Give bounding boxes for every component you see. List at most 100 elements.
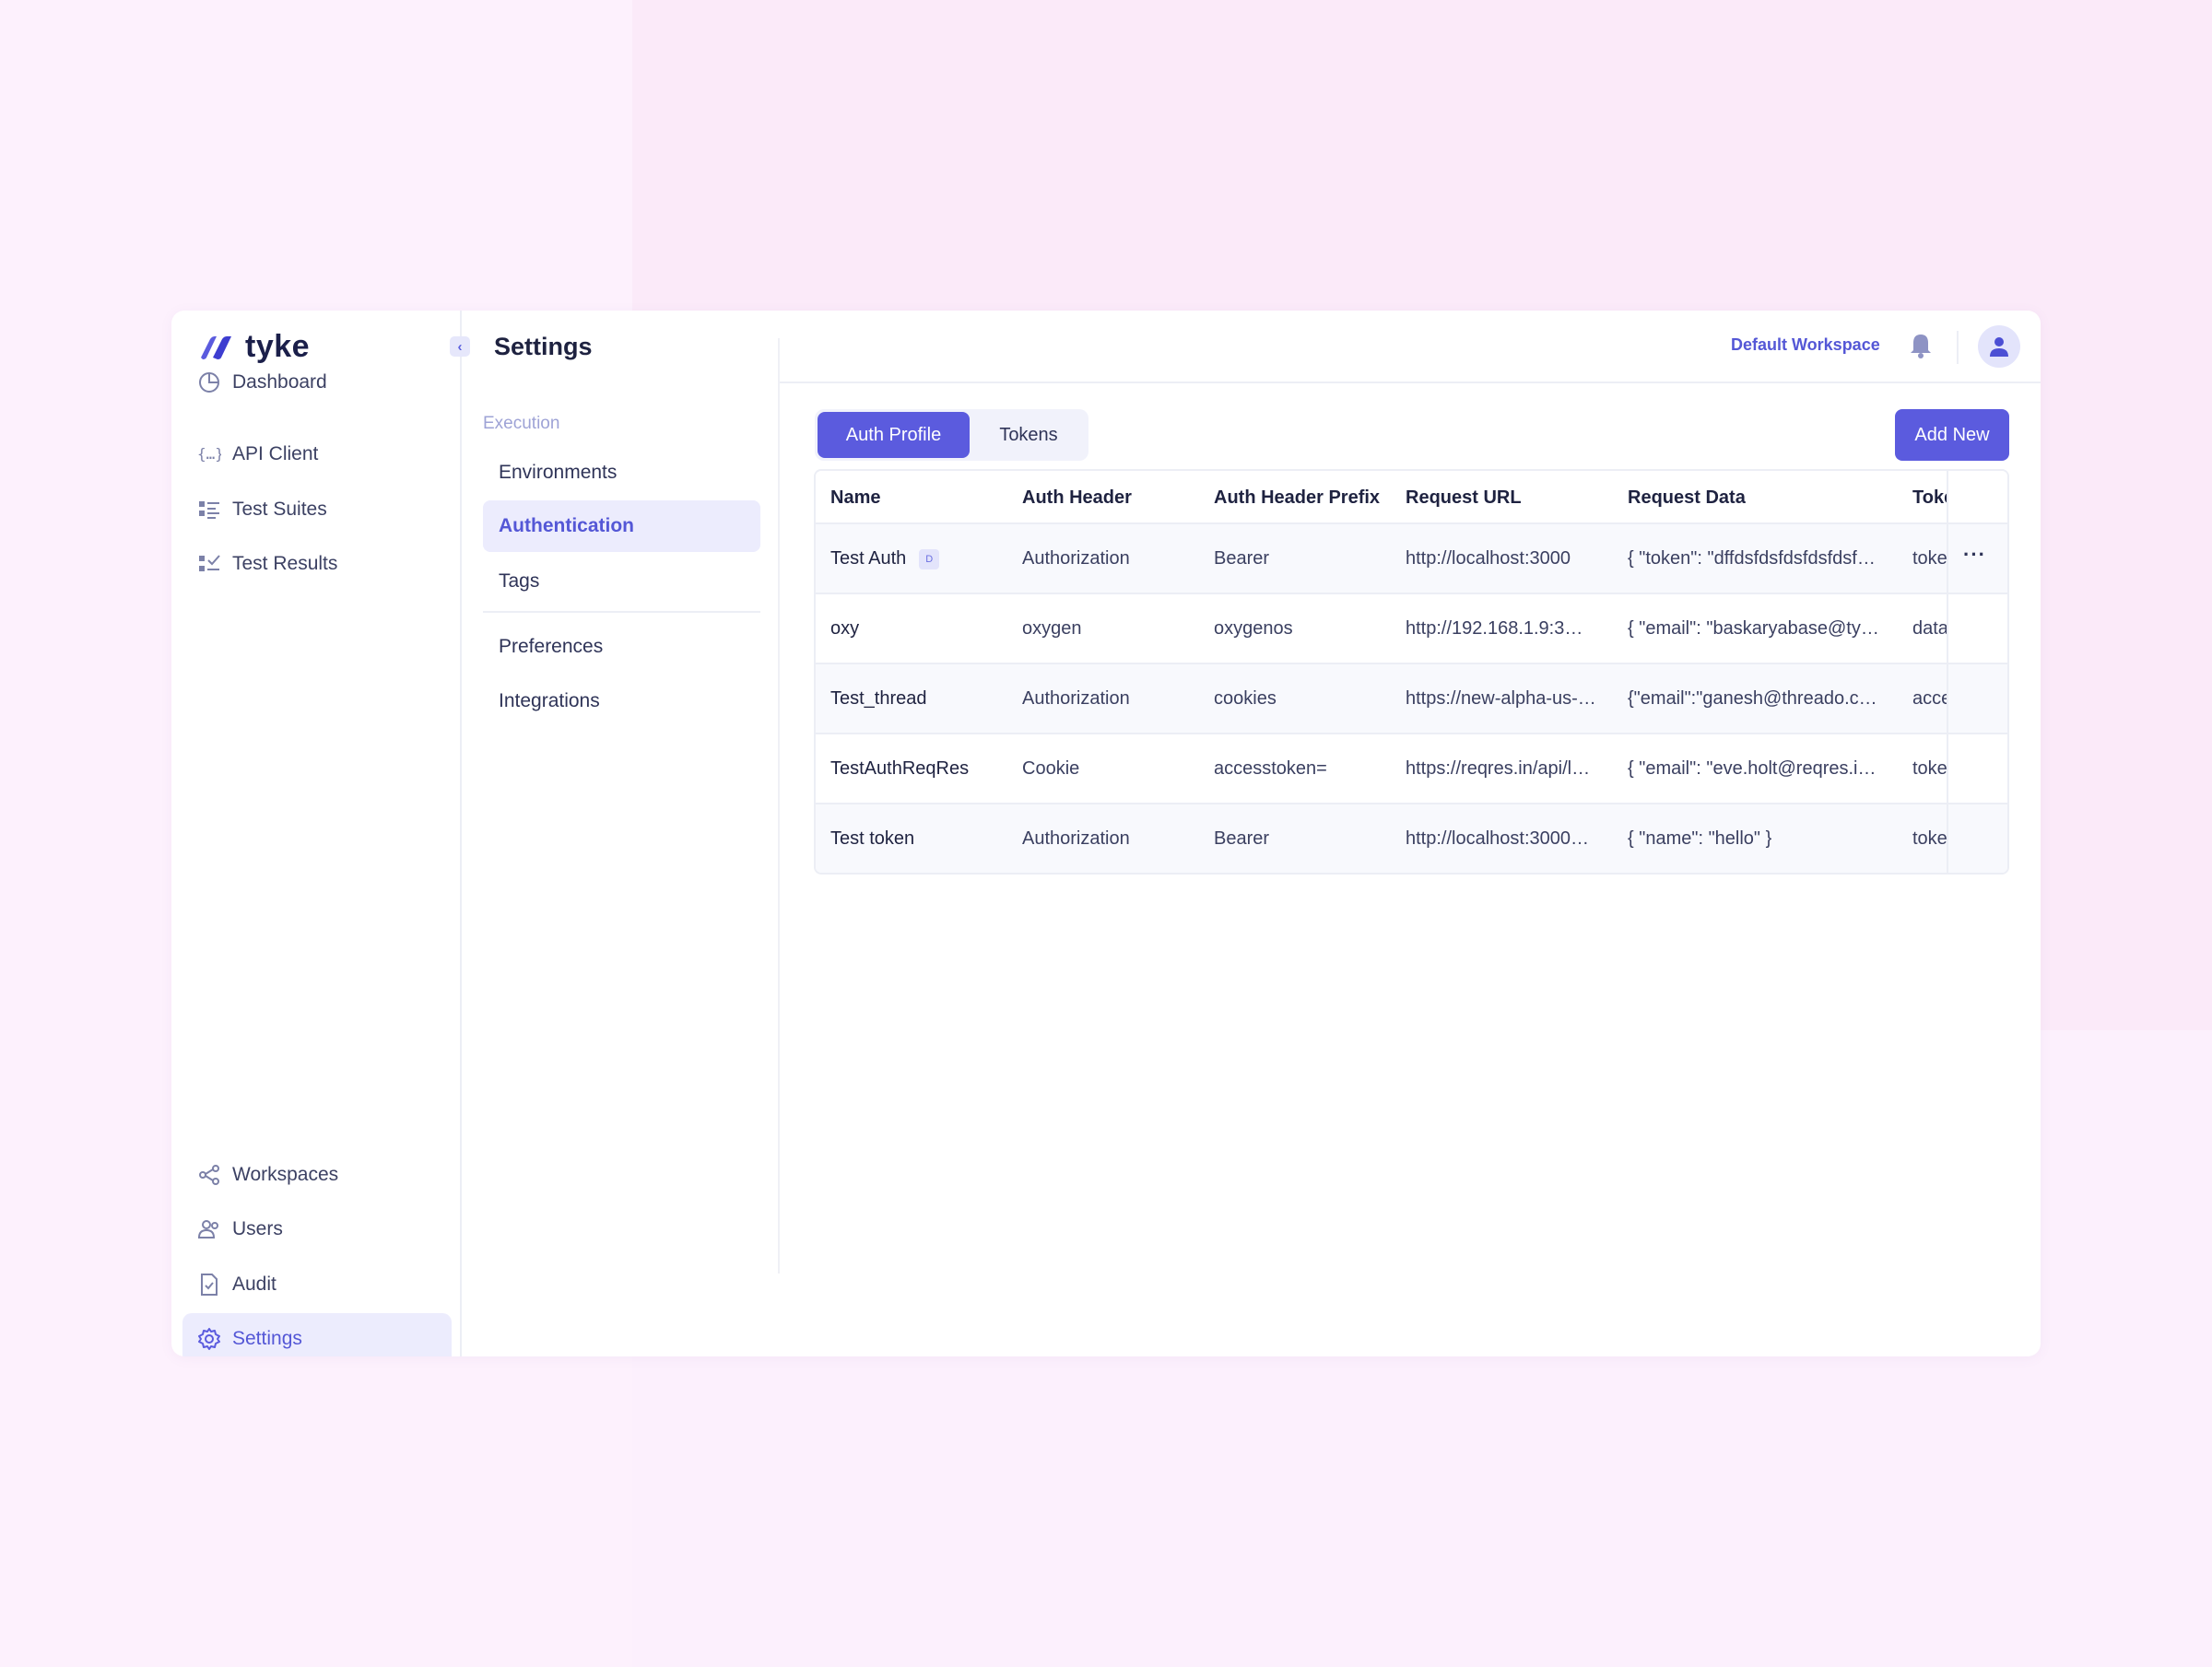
table-row[interactable]: Test_thread Authorization cookies https:… bbox=[816, 664, 2007, 734]
subnav-divider bbox=[778, 338, 780, 1274]
subnav-separator bbox=[483, 611, 760, 613]
sidebar-item-audit[interactable]: Audit bbox=[182, 1259, 452, 1310]
subnav-item-preferences[interactable]: Preferences bbox=[483, 621, 760, 673]
cell-prefix: Bearer bbox=[1214, 828, 1270, 849]
column-clip: token bbox=[1912, 804, 1947, 873]
collapse-sidebar-button[interactable]: ‹ bbox=[450, 336, 470, 357]
avatar[interactable] bbox=[1978, 325, 2020, 368]
cell-name: TestAuthReqRes bbox=[830, 758, 970, 779]
sidebar-item-label: API Client bbox=[232, 443, 319, 464]
cell-auth-header: Authorization bbox=[1022, 828, 1130, 849]
table-row[interactable]: TestAuthReqRes Cookie accesstoken= https… bbox=[816, 734, 2007, 804]
app-window: tyke Dashboard {…} API Client Test Suite… bbox=[171, 311, 2041, 1356]
actions-cell bbox=[1947, 594, 2007, 663]
default-badge: D bbox=[919, 549, 940, 569]
gear-icon bbox=[198, 1328, 220, 1350]
add-new-button[interactable]: Add New bbox=[1895, 409, 2009, 461]
cell-token: data bbox=[1912, 618, 1947, 639]
pie-chart-icon bbox=[199, 372, 219, 393]
users-icon bbox=[197, 1220, 218, 1239]
row-menu-button[interactable]: ··· bbox=[1963, 543, 1986, 566]
subnav-item-authentication[interactable]: Authentication bbox=[483, 500, 760, 552]
cell-prefix: accesstoken= bbox=[1214, 758, 1327, 779]
subnav-item-label: Authentication bbox=[499, 515, 634, 536]
subnav-item-tags[interactable]: Tags bbox=[483, 556, 760, 607]
column-header-prefix[interactable]: Auth Header Prefix bbox=[1214, 487, 1381, 508]
cell-name: Test_thread bbox=[830, 688, 927, 709]
cell-name: Test Auth D bbox=[830, 548, 940, 569]
tab-auth-profile[interactable]: Auth Profile bbox=[818, 412, 970, 458]
cell-request-data: { "name": "hello" } bbox=[1628, 828, 1772, 849]
cell-request-data: { "email": "baskaryabase@tyke.ai" } bbox=[1628, 618, 1881, 639]
cell-token: access bbox=[1912, 688, 1947, 709]
sidebar: tyke Dashboard {…} API Client Test Suite… bbox=[171, 311, 462, 1356]
document-check-icon bbox=[201, 1274, 218, 1296]
actions-cell bbox=[1947, 804, 2007, 873]
cell-prefix: cookies bbox=[1214, 688, 1277, 709]
cell-name: oxy bbox=[830, 618, 860, 639]
bell-icon[interactable] bbox=[1906, 331, 1936, 360]
column-clip: access bbox=[1912, 664, 1947, 733]
actions-cell bbox=[1947, 664, 2007, 733]
table-row[interactable]: oxy oxygen oxygenos http://192.168.1.9:3… bbox=[816, 594, 2007, 664]
header-separator bbox=[1957, 331, 1959, 364]
workspace-selector[interactable]: Default Workspace bbox=[1731, 335, 1880, 354]
cell-auth-header: Authorization bbox=[1022, 548, 1130, 569]
table-header: Name Auth Header Auth Header Prefix Requ… bbox=[816, 471, 2007, 524]
subnav-item-integrations[interactable]: Integrations bbox=[483, 675, 760, 727]
actions-cell bbox=[1947, 524, 2007, 593]
subnav-item-label: Preferences bbox=[499, 636, 604, 657]
sidebar-item-dashboard[interactable]: Dashboard bbox=[182, 357, 452, 408]
header-divider bbox=[780, 382, 2041, 383]
subnav-item-label: Integrations bbox=[499, 690, 600, 711]
table-row[interactable]: Test token Authorization Bearer http://l… bbox=[816, 804, 2007, 873]
cell-name: Test token bbox=[830, 828, 915, 849]
cell-prefix: Bearer bbox=[1214, 548, 1270, 569]
sidebar-item-settings[interactable]: Settings bbox=[182, 1313, 452, 1356]
logo-text: tyke bbox=[245, 329, 311, 364]
sidebar-item-label: Dashboard bbox=[232, 371, 327, 393]
column-header-request-data[interactable]: Request Data bbox=[1628, 487, 1746, 508]
cell-request-url: http://localhost:3000/auth bbox=[1406, 828, 1592, 849]
sidebar-item-label: Audit bbox=[232, 1274, 276, 1295]
sidebar-item-label: Test Suites bbox=[232, 499, 327, 520]
sidebar-item-label: Workspaces bbox=[232, 1164, 339, 1185]
sidebar-item-workspaces[interactable]: Workspaces bbox=[182, 1149, 452, 1201]
column-header-name[interactable]: Name bbox=[830, 487, 881, 508]
tab-tokens[interactable]: Tokens bbox=[999, 424, 1058, 445]
column-clip: token bbox=[1912, 734, 1947, 803]
cell-token: token bbox=[1912, 548, 1947, 569]
braces-icon: {…} bbox=[197, 445, 221, 463]
cell-request-url: https://reqres.in/api/login bbox=[1406, 758, 1596, 779]
sidebar-item-label: Test Results bbox=[232, 553, 338, 574]
cell-token: token bbox=[1912, 828, 1947, 849]
chevron-left-icon: ‹ bbox=[457, 338, 463, 355]
table-row[interactable]: Test Auth D Authorization Bearer http://l… bbox=[816, 524, 2007, 594]
logo[interactable]: tyke bbox=[197, 329, 310, 365]
actions-column-header bbox=[1947, 471, 2007, 522]
svg-text:{…}: {…} bbox=[197, 445, 221, 463]
page-title: Settings bbox=[494, 333, 593, 360]
sidebar-item-users[interactable]: Users bbox=[182, 1203, 452, 1255]
workspaces-icon bbox=[199, 1165, 219, 1185]
sidebar-item-test-suites[interactable]: Test Suites bbox=[182, 484, 452, 535]
subnav-item-environments[interactable]: Environments bbox=[483, 447, 760, 499]
checklist-icon bbox=[199, 555, 220, 571]
sidebar-item-label: Settings bbox=[232, 1328, 302, 1349]
cell-auth-header: Authorization bbox=[1022, 688, 1130, 709]
column-clip: token bbox=[1912, 524, 1947, 593]
sidebar-item-label: Users bbox=[232, 1218, 283, 1239]
cell-request-url: https://new-alpha-us-east bbox=[1406, 688, 1597, 709]
column-clip: Token bbox=[1912, 471, 1947, 522]
cell-request-url: http://localhost:3000 bbox=[1406, 548, 1571, 569]
column-clip: data bbox=[1912, 594, 1947, 663]
column-header-token[interactable]: Token bbox=[1912, 487, 1947, 508]
cell-prefix: oxygenos bbox=[1214, 618, 1293, 639]
cell-token: token bbox=[1912, 758, 1947, 779]
column-header-request-url[interactable]: Request URL bbox=[1406, 487, 1522, 508]
sidebar-item-test-results[interactable]: Test Results bbox=[182, 538, 452, 590]
cell-request-data: {"email":"ganesh@threado.com"} bbox=[1628, 688, 1881, 709]
column-header-auth-header[interactable]: Auth Header bbox=[1022, 487, 1132, 508]
cell-request-url: http://192.168.1.9:3000 bbox=[1406, 618, 1590, 639]
sidebar-item-api-client[interactable]: {…} API Client bbox=[182, 428, 452, 480]
